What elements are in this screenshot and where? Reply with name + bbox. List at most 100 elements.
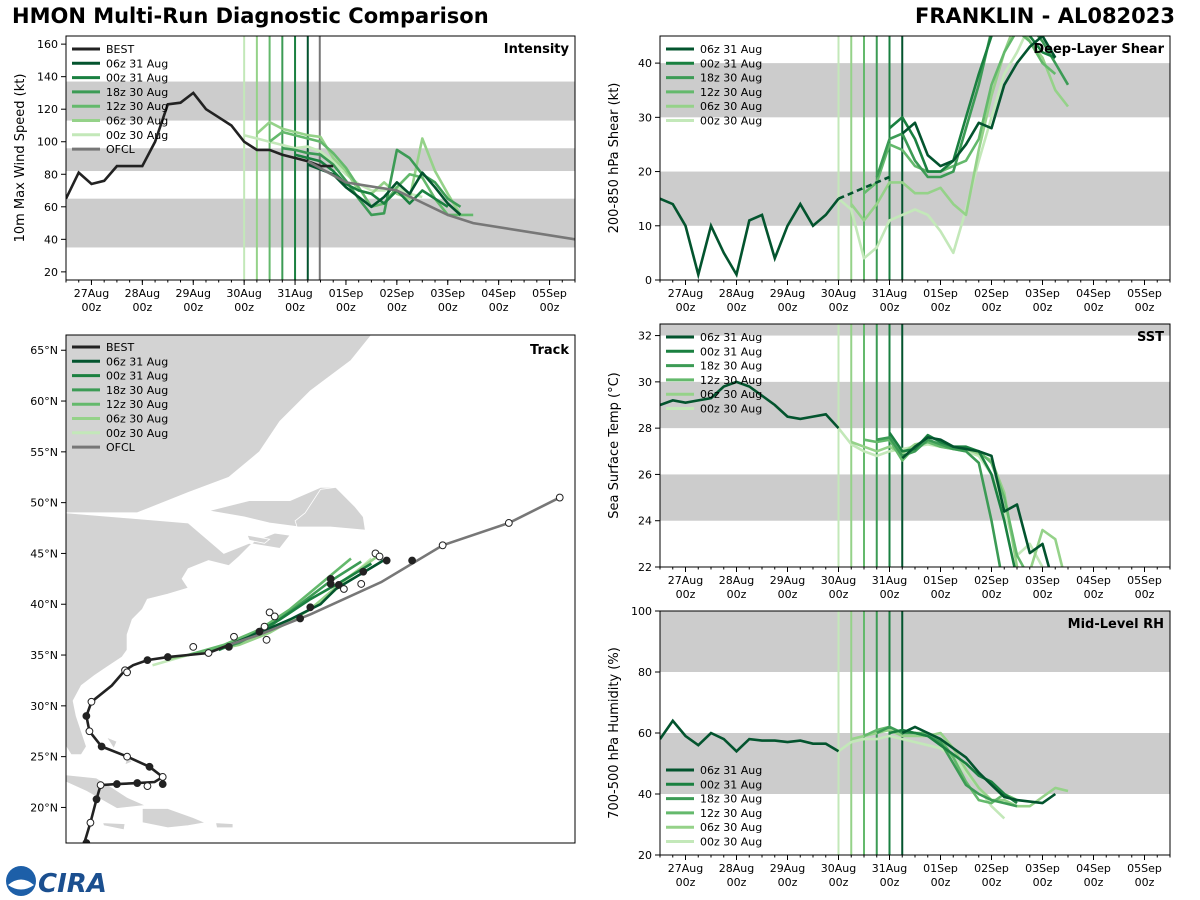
lat-tick-label: 25°N [30, 751, 58, 764]
history-line [660, 197, 840, 280]
x-tick-label: 28Aug [125, 287, 160, 300]
x-tick-sublabel: 00z [1084, 588, 1104, 601]
y-tick-label: 100 [37, 136, 58, 149]
x-tick-sublabel: 00z [931, 876, 951, 889]
y-axis-label: 700-500 hPa Humidity (%) [607, 647, 622, 819]
x-tick-label: 02Sep [974, 574, 1009, 587]
track-position-marker [334, 581, 343, 589]
track-position-marker [265, 608, 274, 617]
lat-tick-label: 60°N [30, 395, 58, 408]
legend-label: 18z 30 Aug [106, 384, 168, 397]
figure-title: HMON Multi-Run Diagnostic Comparison [12, 4, 489, 28]
track-position-marker [163, 653, 172, 661]
legend-label: 06z 31 Aug [106, 57, 168, 70]
x-tick-label: 01Sep [923, 287, 958, 300]
land-mass [102, 822, 126, 831]
track-position-marker [306, 603, 315, 612]
x-tick-sublabel: 00z [676, 876, 696, 889]
lat-tick-label: 40°N [30, 598, 58, 611]
track-position-marker [262, 635, 271, 644]
track-position-marker [189, 643, 198, 651]
legend-label: 00z 31 Aug [700, 778, 762, 791]
x-tick-label: 29Aug [770, 862, 805, 875]
x-tick-sublabel: 00z [82, 301, 102, 314]
x-tick-sublabel: 00z [1033, 876, 1053, 889]
x-tick-label: 28Aug [719, 574, 754, 587]
panel-title: Track [530, 343, 569, 358]
run-line-1 [888, 36, 1056, 173]
history-line [660, 380, 840, 429]
legend-label: BEST [106, 341, 134, 354]
track-position-marker [97, 742, 106, 751]
x-tick-label: 29Aug [176, 287, 211, 300]
x-tick-sublabel: 00z [1135, 876, 1155, 889]
plot-area [660, 324, 1170, 567]
x-tick-label: 30Aug [821, 287, 856, 300]
legend-label: 12z 30 Aug [700, 374, 762, 387]
x-tick-sublabel: 00z [880, 588, 900, 601]
legend-label: 18z 30 Aug [700, 360, 762, 373]
x-tick-label: 05Sep [1127, 574, 1162, 587]
x-tick-label: 29Aug [770, 287, 805, 300]
x-tick-label: 30Aug [226, 287, 261, 300]
shaded-band [660, 171, 1170, 226]
x-tick-sublabel: 00z [183, 301, 203, 314]
lat-tick-label: 20°N [30, 801, 58, 814]
x-tick-sublabel: 00z [1033, 588, 1053, 601]
legend-label: 06z 31 Aug [700, 764, 762, 777]
x-tick-sublabel: 00z [829, 301, 849, 314]
legend-label: OFCL [106, 441, 136, 454]
legend-label: 06z 30 Aug [700, 821, 762, 834]
ofcl-line [307, 160, 575, 241]
legend-label: 18z 30 Aug [700, 72, 762, 85]
x-tick-label: 27Aug [74, 287, 109, 300]
x-tick-sublabel: 00z [1033, 301, 1053, 314]
track-position-marker [82, 712, 91, 720]
x-tick-sublabel: 00z [336, 301, 356, 314]
x-tick-label: 27Aug [668, 862, 703, 875]
track-position-marker [230, 632, 238, 641]
y-tick-label: 40 [44, 233, 58, 246]
y-tick-label: 160 [37, 38, 58, 51]
track-position-marker [504, 519, 513, 527]
track-position-marker [382, 556, 391, 565]
x-tick-sublabel: 00z [285, 301, 305, 314]
x-tick-sublabel: 00z [234, 301, 254, 314]
land-mass [294, 486, 366, 531]
lat-tick-label: 45°N [30, 547, 58, 560]
legend-label: OFCL [106, 143, 136, 156]
shaded-band [660, 611, 1170, 672]
y-tick-label: 140 [37, 71, 58, 84]
x-tick-label: 04Sep [481, 287, 516, 300]
track-position-marker [359, 567, 368, 576]
run-line-3 [863, 36, 1057, 195]
land-mass [141, 808, 207, 829]
x-tick-sublabel: 00z [1084, 301, 1104, 314]
x-tick-sublabel: 00z [778, 588, 798, 601]
track-position-marker [133, 779, 142, 787]
map-area [66, 335, 564, 843]
x-tick-sublabel: 00z [727, 588, 747, 601]
x-tick-sublabel: 00z [132, 301, 152, 314]
legend-label: 00z 31 Aug [106, 72, 168, 85]
plot-area [660, 36, 1170, 280]
x-tick-sublabel: 00z [829, 588, 849, 601]
track-position-marker [224, 643, 233, 651]
legend-label: 00z 30 Aug [700, 115, 762, 128]
x-tick-sublabel: 00z [880, 301, 900, 314]
track-best [83, 643, 230, 843]
shaded-band [660, 63, 1170, 118]
legend-label: 18z 30 Aug [106, 86, 168, 99]
x-tick-sublabel: 00z [387, 301, 407, 314]
x-tick-sublabel: 00z [931, 588, 951, 601]
track-position-marker [158, 780, 167, 788]
legend-label: 06z 30 Aug [106, 115, 168, 128]
x-tick-sublabel: 00z [1084, 876, 1104, 889]
storm-title: FRANKLIN - AL082023 [914, 4, 1175, 28]
lat-tick-label: 65°N [30, 344, 58, 357]
x-tick-label: 02Sep [974, 287, 1009, 300]
plot-area [660, 611, 1170, 855]
legend-label: 00z 30 Aug [700, 836, 762, 849]
x-tick-label: 31Aug [277, 287, 312, 300]
